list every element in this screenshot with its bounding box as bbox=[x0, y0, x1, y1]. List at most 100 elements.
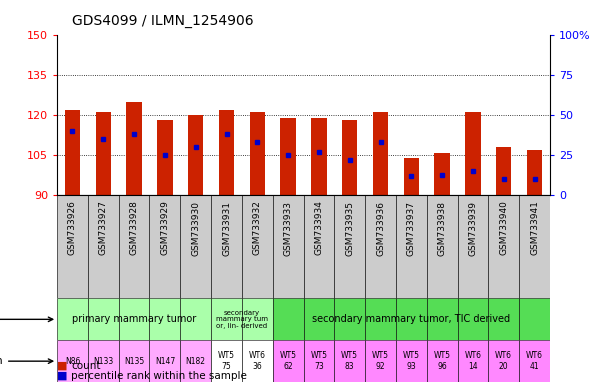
Bar bbox=[334, 195, 365, 298]
Bar bbox=[180, 195, 211, 298]
Text: GSM733927: GSM733927 bbox=[99, 200, 108, 255]
Text: N182: N182 bbox=[186, 357, 206, 366]
Text: WT5
96: WT5 96 bbox=[433, 351, 451, 371]
Bar bbox=[496, 147, 511, 195]
Bar bbox=[150, 298, 180, 340]
Bar bbox=[126, 102, 142, 195]
Bar bbox=[396, 340, 427, 382]
Bar bbox=[519, 298, 550, 340]
Bar bbox=[211, 195, 242, 298]
Bar bbox=[404, 158, 419, 195]
Text: GSM733938: GSM733938 bbox=[438, 200, 447, 256]
Bar bbox=[119, 195, 150, 298]
Text: GSM733934: GSM733934 bbox=[314, 200, 323, 255]
Bar bbox=[489, 195, 519, 298]
Text: GSM733930: GSM733930 bbox=[191, 200, 200, 256]
Text: count: count bbox=[71, 361, 100, 371]
Bar bbox=[365, 195, 396, 298]
Bar bbox=[211, 340, 242, 382]
Text: N147: N147 bbox=[155, 357, 175, 366]
Text: GSM733932: GSM733932 bbox=[253, 200, 262, 255]
Bar bbox=[519, 340, 550, 382]
Text: specimen: specimen bbox=[0, 356, 53, 366]
Bar bbox=[180, 298, 211, 340]
Bar bbox=[57, 195, 88, 298]
Bar bbox=[396, 298, 427, 340]
Text: N135: N135 bbox=[124, 357, 144, 366]
Bar bbox=[242, 340, 273, 382]
Bar bbox=[342, 120, 358, 195]
Bar bbox=[527, 150, 542, 195]
Text: WT6
41: WT6 41 bbox=[526, 351, 543, 371]
Bar bbox=[65, 110, 80, 195]
Text: GSM733928: GSM733928 bbox=[130, 200, 139, 255]
Text: GSM733936: GSM733936 bbox=[376, 200, 385, 256]
Text: ■: ■ bbox=[57, 361, 67, 371]
Bar bbox=[150, 195, 180, 298]
Text: ■: ■ bbox=[57, 371, 67, 381]
Text: GSM733941: GSM733941 bbox=[530, 200, 539, 255]
Bar bbox=[96, 113, 111, 195]
Bar bbox=[396, 195, 427, 298]
Text: GSM733929: GSM733929 bbox=[160, 200, 169, 255]
Bar bbox=[273, 340, 304, 382]
Bar bbox=[211, 298, 242, 340]
Bar bbox=[365, 340, 396, 382]
Bar bbox=[180, 340, 211, 382]
Bar bbox=[57, 340, 88, 382]
Bar bbox=[365, 298, 396, 340]
Bar bbox=[57, 298, 88, 340]
Text: WT5
62: WT5 62 bbox=[279, 351, 297, 371]
Bar bbox=[242, 195, 273, 298]
Text: WT5
83: WT5 83 bbox=[341, 351, 358, 371]
Text: N86: N86 bbox=[65, 357, 80, 366]
Bar bbox=[219, 110, 234, 195]
Text: WT5
93: WT5 93 bbox=[403, 351, 420, 371]
Bar bbox=[435, 152, 450, 195]
Bar bbox=[457, 340, 489, 382]
Bar bbox=[188, 115, 203, 195]
Bar bbox=[281, 118, 296, 195]
Bar bbox=[373, 113, 388, 195]
Bar bbox=[427, 298, 457, 340]
Bar bbox=[489, 340, 519, 382]
Text: WT5
73: WT5 73 bbox=[310, 351, 328, 371]
Text: N133: N133 bbox=[93, 357, 114, 366]
Bar bbox=[88, 298, 119, 340]
Text: WT6
20: WT6 20 bbox=[495, 351, 512, 371]
Text: WT5
92: WT5 92 bbox=[372, 351, 389, 371]
Text: primary mammary tumor: primary mammary tumor bbox=[72, 314, 196, 324]
Text: secondary
mammary tum
or, lin- derived: secondary mammary tum or, lin- derived bbox=[216, 310, 268, 329]
Text: GSM733937: GSM733937 bbox=[407, 200, 416, 256]
Bar bbox=[88, 340, 119, 382]
Text: GSM733926: GSM733926 bbox=[68, 200, 77, 255]
Bar bbox=[119, 298, 150, 340]
Bar bbox=[150, 340, 180, 382]
Bar bbox=[242, 298, 273, 340]
Bar bbox=[465, 113, 481, 195]
Text: WT5
75: WT5 75 bbox=[218, 351, 235, 371]
Text: tissue: tissue bbox=[0, 314, 53, 324]
Text: GSM733933: GSM733933 bbox=[284, 200, 293, 256]
Bar bbox=[334, 298, 365, 340]
Text: GDS4099 / ILMN_1254906: GDS4099 / ILMN_1254906 bbox=[72, 14, 254, 28]
Bar bbox=[427, 195, 457, 298]
Bar bbox=[119, 340, 150, 382]
Bar bbox=[304, 298, 334, 340]
Bar bbox=[304, 340, 334, 382]
Bar bbox=[457, 298, 489, 340]
Text: GSM733935: GSM733935 bbox=[345, 200, 354, 256]
Bar bbox=[457, 195, 489, 298]
Bar bbox=[273, 195, 304, 298]
Text: GSM733931: GSM733931 bbox=[222, 200, 231, 256]
Bar bbox=[427, 340, 457, 382]
Bar bbox=[249, 113, 265, 195]
Bar bbox=[273, 298, 304, 340]
Text: secondary mammary tumor, TIC derived: secondary mammary tumor, TIC derived bbox=[313, 314, 510, 324]
Bar bbox=[489, 298, 519, 340]
Text: WT6
36: WT6 36 bbox=[249, 351, 266, 371]
Text: GSM733939: GSM733939 bbox=[468, 200, 477, 256]
Text: percentile rank within the sample: percentile rank within the sample bbox=[71, 371, 247, 381]
Bar bbox=[311, 118, 326, 195]
Bar bbox=[334, 340, 365, 382]
